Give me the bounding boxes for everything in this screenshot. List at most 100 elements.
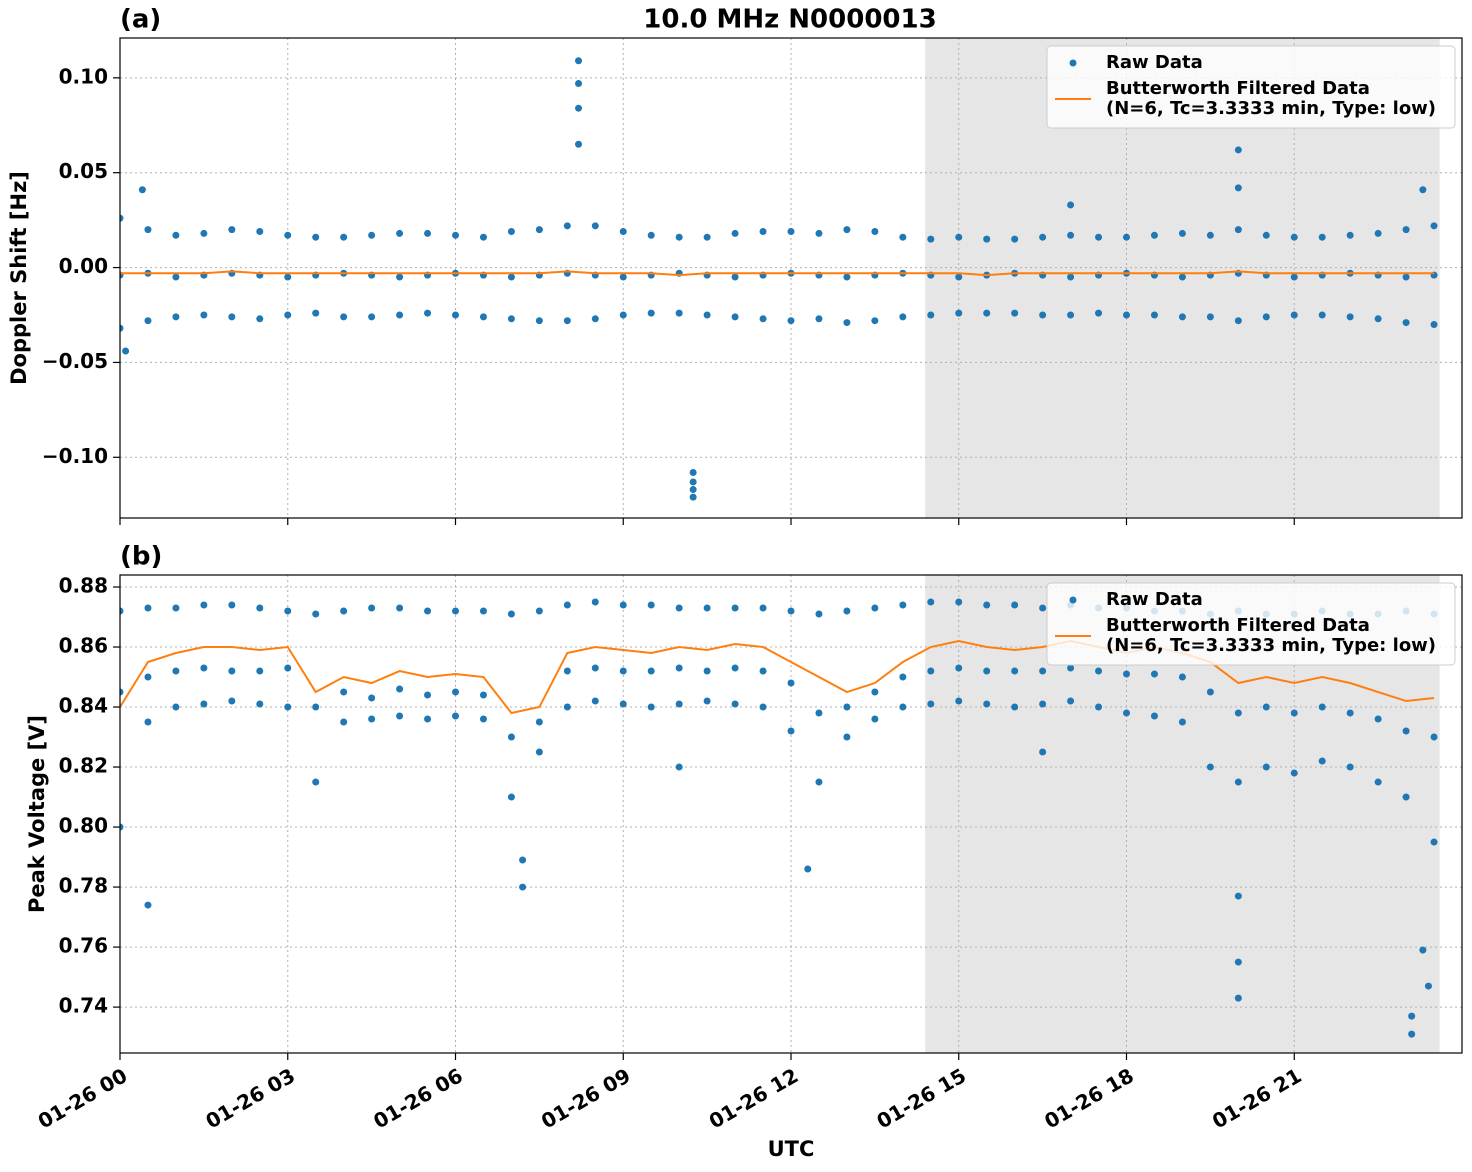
x-tick-label: 01-26 09	[537, 1063, 635, 1133]
raw-point	[507, 228, 515, 236]
raw-point	[1234, 226, 1242, 234]
raw-point	[452, 231, 459, 239]
raw-point	[1374, 315, 1382, 323]
raw-point	[1234, 892, 1242, 900]
raw-point	[927, 235, 935, 243]
raw-point	[759, 667, 767, 675]
raw-point	[424, 715, 432, 723]
raw-point	[647, 601, 655, 609]
raw-point	[535, 226, 543, 234]
raw-point	[899, 233, 907, 241]
raw-point	[120, 214, 124, 222]
raw-point	[675, 664, 683, 672]
raw-point	[424, 309, 432, 317]
raw-point	[731, 664, 739, 672]
raw-point	[703, 233, 711, 241]
raw-point	[983, 667, 991, 675]
raw-point	[284, 273, 292, 281]
raw-point	[731, 700, 739, 708]
raw-point	[1039, 748, 1047, 756]
raw-point	[1346, 231, 1354, 239]
raw-point	[1067, 311, 1075, 319]
raw-point	[1067, 201, 1075, 209]
raw-point	[1123, 709, 1130, 717]
raw-point	[759, 315, 767, 323]
raw-point	[396, 229, 404, 237]
raw-point	[983, 235, 991, 243]
raw-point	[368, 231, 376, 239]
raw-point	[368, 694, 376, 702]
raw-point	[689, 493, 697, 501]
raw-point	[815, 315, 823, 323]
y-tick-label: 0.00	[59, 254, 108, 278]
raw-point	[899, 601, 907, 609]
raw-point	[899, 313, 907, 321]
raw-point	[563, 703, 571, 711]
raw-point	[1402, 319, 1410, 327]
raw-point	[1430, 320, 1438, 328]
raw-point	[1346, 313, 1354, 321]
raw-point	[452, 712, 459, 720]
raw-point	[787, 228, 795, 236]
raw-point	[396, 273, 404, 281]
raw-point	[1039, 604, 1047, 612]
raw-point	[759, 604, 767, 612]
raw-point	[256, 315, 264, 323]
raw-point	[312, 233, 320, 241]
raw-point	[1039, 233, 1047, 241]
raw-point	[563, 667, 571, 675]
raw-point	[1374, 715, 1382, 723]
raw-point	[703, 667, 711, 675]
raw-point	[575, 140, 583, 148]
raw-point	[519, 883, 527, 891]
raw-point	[340, 233, 348, 241]
raw-point	[955, 233, 963, 241]
raw-point	[120, 607, 124, 615]
raw-point	[340, 607, 348, 615]
raw-point	[424, 229, 432, 237]
raw-point	[1374, 778, 1382, 786]
legend: Raw Data Butterworth Filtered Data (N=6, T…	[1046, 45, 1456, 129]
raw-point	[843, 273, 851, 281]
raw-point	[983, 700, 991, 708]
raw-point	[228, 313, 236, 321]
raw-point	[675, 604, 683, 612]
raw-point	[983, 601, 991, 609]
raw-point	[731, 229, 739, 237]
y-tick-label: 0.88	[59, 574, 108, 598]
raw-point	[955, 309, 963, 317]
x-tick-label: 01-26 03	[201, 1063, 299, 1133]
raw-point	[1178, 229, 1186, 237]
legend-label: Raw Data	[1106, 589, 1203, 610]
y-tick-label: 0.82	[59, 754, 108, 778]
raw-point	[284, 311, 292, 319]
legend-marker	[1069, 59, 1077, 67]
x-axis-label: UTC	[768, 1137, 815, 1161]
raw-point	[689, 486, 697, 494]
y-tick-label: 0.86	[59, 634, 108, 658]
raw-point	[1234, 709, 1242, 717]
raw-point	[312, 778, 320, 786]
raw-point	[815, 229, 823, 237]
raw-point	[591, 222, 599, 230]
raw-point	[172, 604, 180, 612]
raw-point	[787, 317, 795, 325]
raw-point	[172, 313, 180, 321]
y-tick-label: 0.80	[59, 814, 108, 838]
raw-point	[144, 718, 152, 726]
raw-point	[871, 228, 879, 236]
raw-point	[675, 233, 683, 241]
raw-point	[120, 823, 124, 831]
raw-point	[479, 313, 487, 321]
raw-point	[424, 607, 432, 615]
raw-point	[200, 664, 208, 672]
raw-point	[1430, 733, 1438, 741]
panel-label: (a)	[120, 5, 161, 35]
raw-point	[144, 673, 152, 681]
raw-point	[983, 309, 991, 317]
raw-point	[144, 226, 152, 234]
raw-point	[284, 703, 292, 711]
raw-point	[787, 727, 795, 735]
raw-point	[1262, 763, 1270, 771]
